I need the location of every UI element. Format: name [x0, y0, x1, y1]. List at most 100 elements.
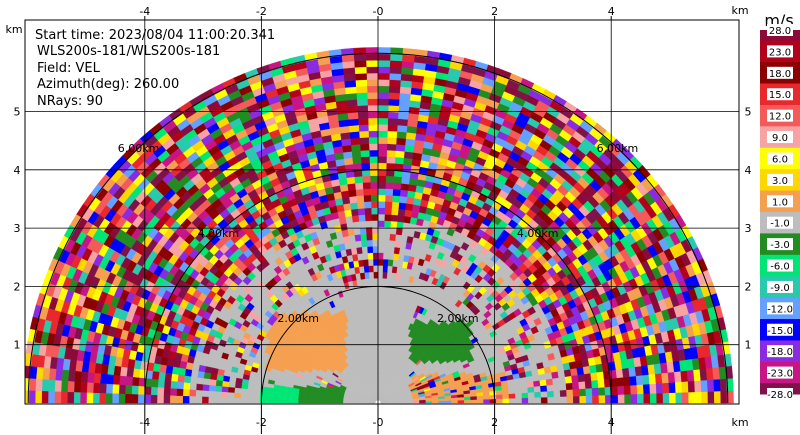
- y-tick-label-right: 4: [745, 164, 752, 177]
- velocity-cell: [370, 188, 379, 196]
- velocity-cell: [362, 259, 369, 267]
- velocity-cell: [362, 188, 371, 196]
- velocity-cell: [365, 220, 373, 228]
- velocity-cell: [377, 201, 386, 209]
- velocity-cell: [137, 394, 145, 404]
- velocity-cell: [495, 394, 503, 400]
- velocity-cell: [590, 371, 598, 381]
- velocity-cell: [381, 278, 387, 286]
- velocity-cell: [92, 392, 100, 404]
- velocity-cell: [377, 239, 384, 247]
- velocity-cell: [713, 378, 721, 392]
- velocity-cell: [377, 265, 384, 273]
- velocity-cell: [266, 391, 274, 396]
- velocity-cell: [259, 394, 267, 400]
- start-time-text: Start time: 2023/08/04 11:00:20.341: [35, 28, 275, 43]
- velocity-cell: [67, 370, 76, 383]
- velocity-cell: [402, 222, 410, 230]
- velocity-cell: [403, 151, 414, 160]
- velocity-cell: [623, 385, 632, 395]
- y-tick-label-right: 3: [745, 222, 752, 235]
- velocity-cell: [233, 397, 241, 404]
- velocity-cell: [124, 385, 133, 395]
- velocity-cell: [546, 384, 554, 392]
- velocity-cell: [527, 391, 535, 399]
- velocity-cell: [572, 388, 580, 397]
- velocity-cell: [391, 201, 400, 210]
- velocity-cell: [169, 395, 177, 404]
- velocity-cell: [377, 85, 390, 93]
- velocity-cell: [208, 396, 216, 404]
- velocity-cell: [402, 163, 412, 172]
- velocity-cell: [278, 399, 286, 404]
- velocity-cell: [60, 380, 69, 393]
- velocity-cell: [163, 395, 171, 404]
- velocity-cell: [377, 181, 386, 189]
- velocity-cell: [388, 79, 401, 87]
- velocity-cell: [366, 79, 379, 87]
- x-tick-label-bottom: 4: [608, 416, 615, 429]
- velocity-cell: [655, 382, 664, 394]
- velocity-cell: [539, 379, 547, 387]
- velocity-cell: [374, 316, 379, 324]
- velocity-cell: [560, 396, 568, 404]
- velocity-cell: [457, 399, 465, 404]
- velocity-cell: [399, 86, 412, 95]
- velocity-cell: [395, 137, 407, 146]
- velocity-cell: [552, 377, 560, 385]
- velocity-cell: [686, 369, 695, 382]
- velocity-cell: [384, 194, 393, 203]
- velocity-cell: [386, 265, 393, 273]
- velocity-cell: [354, 234, 362, 242]
- velocity-cell: [366, 246, 374, 254]
- velocity-cell: [394, 150, 405, 158]
- velocity-cell: [363, 194, 372, 203]
- velocity-cell: [363, 201, 372, 209]
- velocity-cell: [387, 130, 398, 139]
- velocity-cell: [346, 105, 358, 114]
- velocity-cell: [67, 391, 75, 404]
- velocity-cell: [227, 387, 236, 394]
- velocity-cell: [197, 371, 205, 379]
- velocity-cell: [41, 379, 50, 392]
- velocity-cell: [559, 383, 567, 391]
- velocity-cell: [521, 397, 529, 404]
- velocity-cell: [361, 175, 371, 183]
- velocity-cell: [528, 397, 536, 404]
- velocity-cell: [214, 391, 222, 398]
- velocity-cell: [585, 395, 593, 404]
- velocity-cell: [357, 111, 369, 119]
- velocity-cell: [310, 400, 318, 404]
- velocity-cell: [125, 376, 133, 387]
- velocity-cell: [617, 394, 625, 404]
- velocity-cell: [272, 399, 280, 404]
- velocity-cell: [355, 195, 365, 203]
- velocity-cell: [681, 381, 689, 393]
- velocity-cell: [60, 391, 68, 404]
- velocity-cell: [719, 378, 728, 392]
- velocity-cell: [642, 374, 650, 385]
- velocity-cell: [195, 396, 203, 404]
- velocity-cell: [571, 374, 579, 383]
- velocity-cell: [380, 322, 384, 330]
- velocity-cell: [383, 233, 391, 241]
- velocity-cell: [214, 397, 222, 404]
- velocity-cell: [385, 162, 396, 171]
- velocity-cell: [634, 365, 643, 377]
- velocity-cell: [401, 228, 409, 237]
- velocity-cell: [395, 143, 406, 152]
- velocity-cell: [377, 59, 391, 68]
- velocity-cell: [598, 386, 606, 396]
- velocity-cell: [47, 379, 56, 392]
- velocity-cell: [227, 397, 235, 404]
- velocity-cell: [221, 391, 229, 399]
- velocity-cell: [156, 395, 164, 404]
- velocity-cell: [388, 98, 400, 107]
- velocity-cell: [370, 181, 379, 189]
- velocity-cell: [201, 396, 209, 404]
- velocity-cell: [694, 380, 702, 393]
- velocity-cell: [700, 379, 709, 392]
- velocity-cell: [170, 373, 179, 383]
